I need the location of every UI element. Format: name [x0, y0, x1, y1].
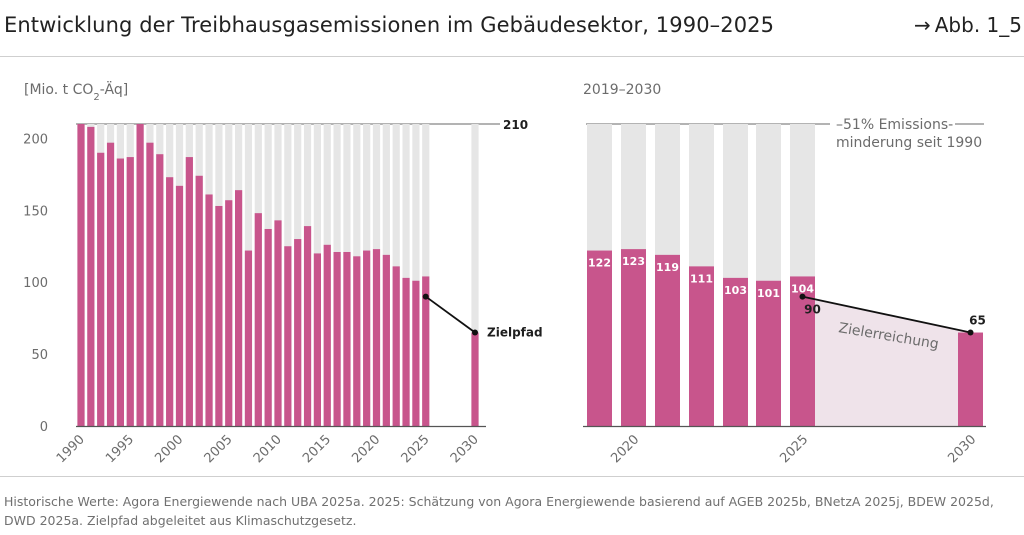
emission-bar — [333, 251, 341, 426]
target-start-label: 90 — [804, 303, 821, 317]
target-path-line — [425, 295, 476, 334]
emission-bar — [254, 213, 262, 426]
emission-bar — [97, 152, 105, 426]
background-bar — [422, 124, 430, 426]
emission-bar — [723, 277, 748, 426]
bar-value-label: 119 — [656, 261, 679, 274]
emission-bar — [372, 249, 381, 426]
x-tick-label: 2005 — [202, 432, 236, 466]
x-tick-label: 2020 — [608, 432, 642, 466]
target-path-point — [422, 293, 429, 300]
y-tick-label: 150 — [23, 204, 48, 219]
emission-bar — [756, 280, 781, 426]
emission-bar — [323, 244, 331, 426]
emission-bar — [363, 250, 371, 426]
emission-bar — [392, 266, 400, 426]
emission-bar — [156, 154, 164, 426]
emission-bar — [343, 251, 351, 426]
footer: Historische Werte: Agora Energiewende na… — [0, 476, 1024, 528]
bar-value-label: 104 — [791, 282, 814, 295]
bar-value-label: 101 — [757, 287, 780, 300]
target-path-point — [472, 329, 478, 336]
emission-bar — [471, 332, 479, 426]
emission-bar — [195, 175, 203, 426]
y-tick-label: 200 — [23, 132, 48, 147]
emission-bar — [126, 157, 134, 427]
y-axis-unit: [Mio. t CO2-Äq] — [24, 80, 128, 103]
emission-bar — [284, 246, 292, 426]
emission-bar — [146, 142, 154, 426]
emission-bar — [77, 124, 85, 426]
emission-bar — [958, 332, 983, 426]
header: Entwicklung der Treibhausgasemissionen i… — [0, 0, 1024, 57]
target-path-point — [967, 329, 974, 336]
emission-bar — [294, 239, 302, 426]
emission-bar — [274, 220, 282, 426]
emission-bar — [225, 200, 233, 426]
emission-bar — [264, 228, 272, 426]
target-achievement-area — [802, 296, 971, 426]
emission-bar — [402, 277, 410, 426]
figure-reference-link[interactable]: → Abb. 1_5 — [914, 13, 1022, 37]
reference-label-210: 210 — [503, 118, 528, 132]
source-note: Historische Werte: Agora Energiewende na… — [4, 494, 994, 528]
emission-bar — [87, 126, 95, 426]
emission-bar — [106, 142, 115, 426]
chart-title: Entwicklung der Treibhausgasemissionen i… — [4, 13, 775, 37]
x-tick-label: 1990 — [54, 432, 88, 466]
bar-value-label: 111 — [690, 272, 713, 285]
x-tick-label: 2030 — [448, 432, 482, 466]
x-tick-label: 2000 — [152, 432, 186, 466]
reduction-label: –51% Emissions- — [836, 117, 953, 133]
emission-bar — [175, 185, 184, 426]
emissions-chart: [Mio. t CO2-Äq] 0 50 100 150 200 210 1990 1995 20… — [23, 80, 986, 466]
y-tick-label: 0 — [40, 420, 48, 435]
emission-bar — [166, 177, 174, 426]
x-tick-label: 1995 — [103, 432, 137, 466]
emission-bar — [689, 266, 714, 426]
right-panel-title: 2019–2030 — [583, 82, 661, 98]
emission-bar — [621, 249, 646, 426]
bar-value-label: 103 — [724, 284, 747, 297]
bar-value-label: 122 — [588, 257, 611, 270]
emission-bar — [244, 250, 253, 426]
emission-bar — [235, 190, 243, 426]
emission-bar — [790, 276, 815, 426]
background-bar — [412, 124, 420, 426]
emission-bar — [303, 226, 312, 426]
emission-bar — [587, 250, 612, 426]
emission-bar — [412, 280, 420, 426]
emission-bar — [313, 253, 321, 426]
emission-bar — [422, 276, 430, 426]
emission-bar — [382, 254, 390, 426]
emission-bar — [185, 157, 193, 427]
y-tick-label: 50 — [31, 348, 48, 363]
bar-value-label: 65 — [969, 314, 986, 328]
emission-bar — [215, 205, 223, 426]
x-tick-label: 2030 — [945, 432, 979, 466]
background-bar — [402, 124, 410, 426]
emission-bar — [205, 194, 213, 426]
emission-bar — [353, 256, 361, 426]
x-tick-label: 2020 — [349, 432, 383, 466]
arrow-right-icon: → — [913, 13, 931, 37]
reduction-label: minderung seit 1990 — [836, 135, 982, 151]
emission-bar — [136, 124, 144, 426]
bar-value-label: 123 — [622, 255, 645, 268]
emission-bar — [116, 158, 124, 426]
y-tick-label: 100 — [23, 276, 48, 291]
x-tick-label: 2025 — [399, 432, 433, 466]
x-tick-label: 2015 — [300, 432, 334, 466]
x-tick-label: 2025 — [777, 432, 811, 466]
figure-number: Abb. 1_5 — [934, 13, 1022, 37]
target-path-line — [802, 295, 971, 334]
x-tick-label: 2010 — [251, 432, 285, 466]
emission-bar — [655, 254, 680, 426]
background-bar — [471, 124, 479, 426]
target-path-point — [799, 293, 806, 300]
target-path-label: Zielpfad — [487, 326, 543, 340]
